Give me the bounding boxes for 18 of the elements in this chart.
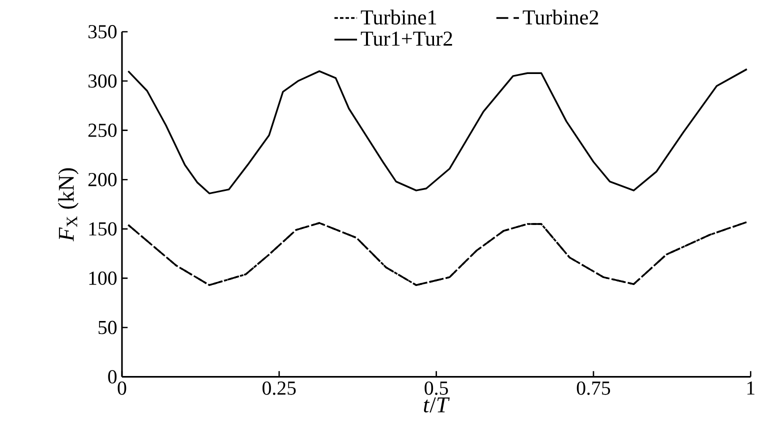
legend-label: Turbine2 <box>522 10 598 24</box>
y-tick-label: 50 <box>98 320 117 334</box>
x-tick-label: 0 <box>118 381 126 395</box>
y-tick-label: 250 <box>88 124 117 137</box>
y-tick-label: 200 <box>88 172 117 186</box>
y-axis-title: F$_{X}$ (kN) <box>58 168 78 242</box>
y-tick-label: 100 <box>89 271 117 285</box>
y-tick-label: 350 <box>88 24 117 38</box>
x-tick-label: 0.5 <box>424 381 448 395</box>
y-tick-label: 150 <box>89 222 117 236</box>
x-tick-label: 0.25 <box>262 381 296 395</box>
legend-label: Turbine1 <box>360 10 436 24</box>
x-tick-label: 0.75 <box>576 381 610 395</box>
x-tick-label: 1 <box>747 381 754 394</box>
y-tick-label: 0 <box>108 370 117 384</box>
x-axis-title: t/T <box>424 397 450 412</box>
y-tick-label: 300 <box>88 74 117 88</box>
legend-label: Tur1+Tur2 <box>360 32 452 46</box>
